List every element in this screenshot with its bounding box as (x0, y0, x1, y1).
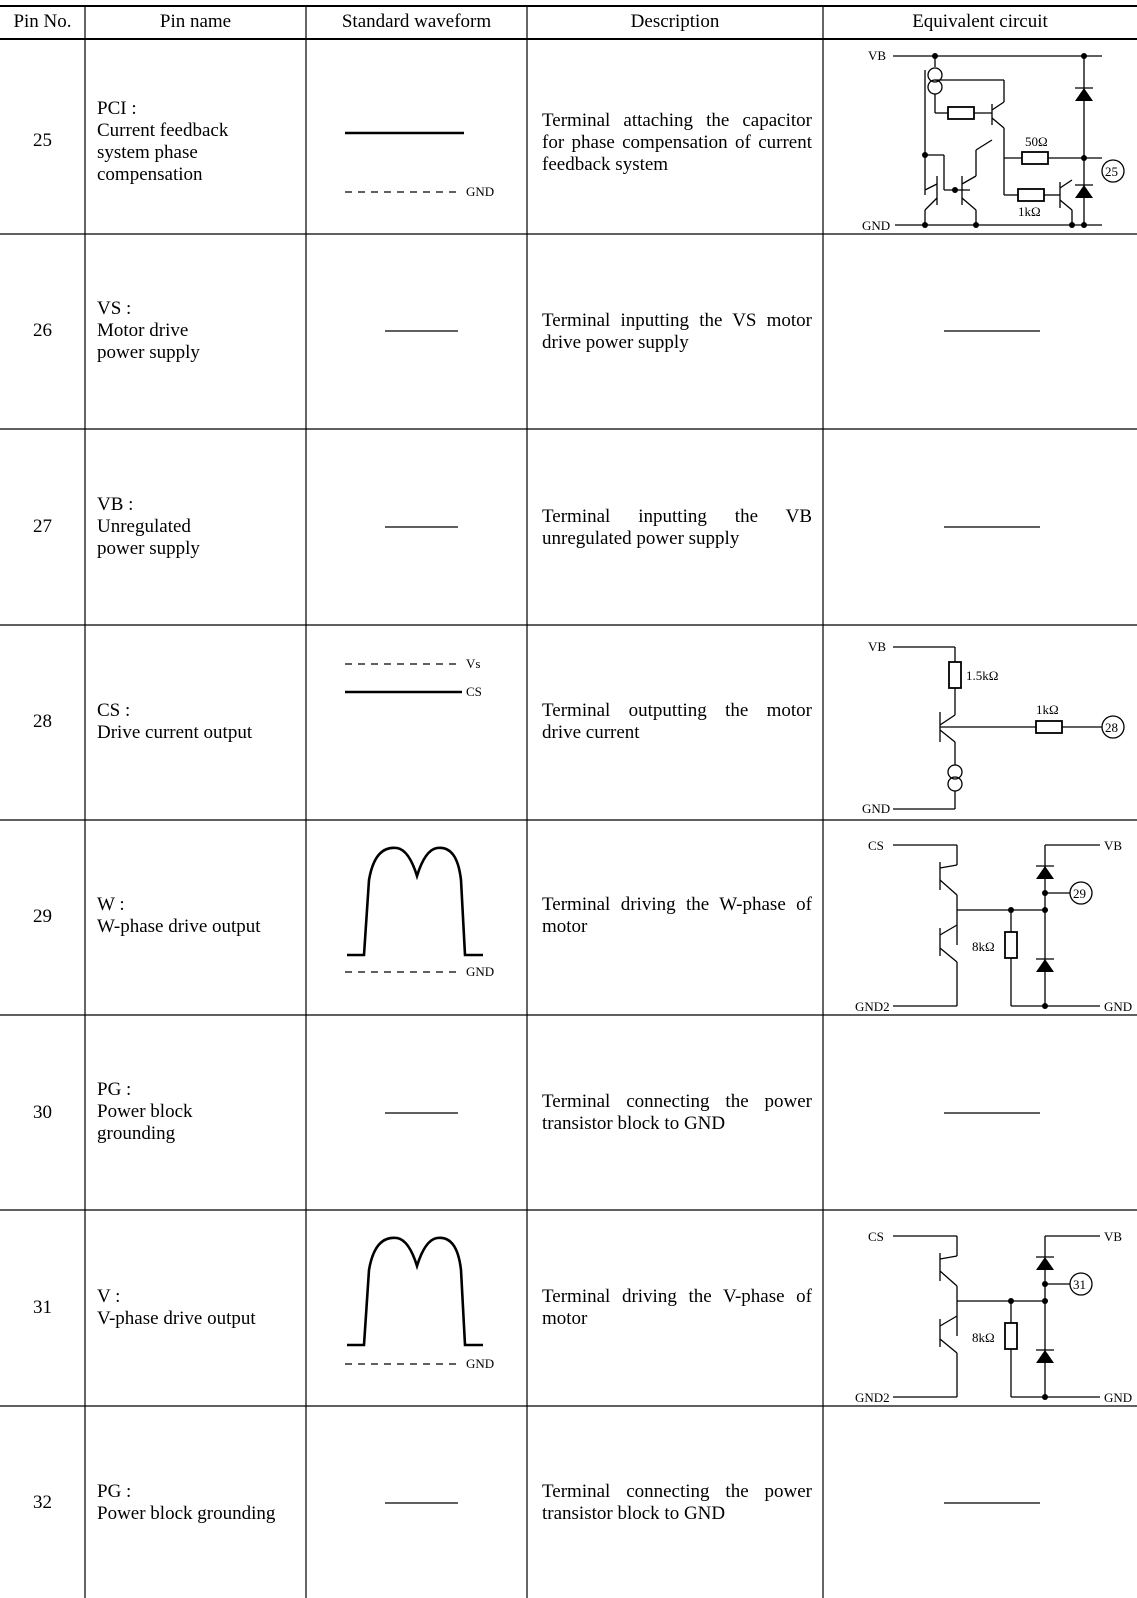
waveform-pci: GND (345, 131, 494, 199)
gnd-label: GND (862, 801, 890, 816)
pin-number: 29 (33, 906, 52, 927)
waveform-cs: Vs CS (345, 656, 482, 699)
vb-label: VB (1104, 838, 1122, 853)
waveform-v-phase (347, 1236, 483, 1347)
gnd-label: GND (862, 218, 890, 233)
circuit-v-phase: CS GND2 8kΩ VB GND (855, 1229, 1132, 1405)
pin-description: Terminal connecting the power transistor… (542, 1481, 812, 1524)
pin-name: W : W-phase drive output (97, 894, 261, 937)
pin-number: 25 (33, 130, 52, 151)
pin-name: PG : Power block grounding (97, 1481, 276, 1524)
header-pin-no: Pin No. (13, 11, 72, 32)
pin-number: 32 (33, 1492, 52, 1513)
cs-label: CS (868, 838, 884, 853)
pin-25-label: 25 (1105, 164, 1118, 179)
pin-name: PG : Power block grounding (97, 1079, 193, 1144)
pin-number: 28 (33, 711, 52, 732)
pin-29-label: 29 (1073, 886, 1086, 901)
vb-label: VB (868, 48, 886, 63)
pin-name: VS : Motor drive power supply (97, 298, 200, 363)
cs-label: CS (466, 684, 482, 699)
resistor-8k-label: 8kΩ (972, 939, 995, 954)
gnd2-label: GND2 (855, 1390, 890, 1405)
pin-name: V : V-phase drive output (97, 1286, 256, 1329)
pin-description: Terminal connecting the power transistor… (542, 1091, 812, 1134)
header-standard-waveform: Standard waveform (341, 11, 492, 32)
resistor-50-label: 50Ω (1025, 134, 1048, 149)
vb-label: VB (1104, 1229, 1122, 1244)
header-equivalent-circuit: Equivalent circuit (912, 11, 1048, 32)
pin-name: PCI : Current feedback system phase compens… (97, 98, 229, 185)
pin-28-label: 28 (1105, 720, 1118, 735)
gnd-label: GND (466, 964, 494, 979)
pin-31-label: 31 (1073, 1277, 1086, 1292)
circuit-pci: VB 50Ω 25 (862, 48, 1125, 233)
cs-label: CS (868, 1229, 884, 1244)
vb-label: VB (868, 639, 886, 654)
pin-description: Terminal attaching the capacitor for pha… (542, 110, 812, 175)
pin-description: Terminal driving the V-phase of motor (542, 1286, 812, 1329)
gnd-label: GND (466, 184, 494, 199)
pin-description: Terminal inputting the VS motor drive po… (542, 310, 812, 353)
pin-number: 27 (33, 516, 52, 537)
pin-number: 26 (33, 320, 52, 341)
waveform-w-phase (347, 846, 483, 957)
circuit-w-phase: CS GND2 8kΩ VB GND (855, 838, 1132, 1014)
resistor-1k5-label: 1.5kΩ (966, 668, 998, 683)
resistor-8k-label: 8kΩ (972, 1330, 995, 1345)
resistor-1k-label: 1kΩ (1018, 204, 1041, 219)
circuit-cs: VB 1.5kΩ GND 1kΩ 28 (862, 639, 1125, 816)
pin-number: 31 (33, 1297, 52, 1318)
resistor-1k-label: 1kΩ (1036, 702, 1059, 717)
pin-name: CS : Drive current output (97, 700, 253, 743)
pin-description: Terminal inputting the VB unregulated po… (542, 506, 812, 549)
pin-description: Terminal driving the W-phase of motor (542, 894, 812, 937)
vs-label: Vs (466, 656, 480, 671)
gnd-label: GND (466, 1356, 494, 1371)
pin-description: Terminal outputting the motor drive curr… (542, 700, 812, 743)
header-pin-name: Pin name (159, 11, 232, 32)
gnd-label: GND (1104, 1390, 1132, 1405)
pin-number: 30 (33, 1102, 52, 1123)
gnd-label: GND (1104, 999, 1132, 1014)
gnd2-label: GND2 (855, 999, 890, 1014)
header-description: Description (630, 11, 720, 32)
pin-name: VB : Unregulated power supply (97, 494, 200, 559)
